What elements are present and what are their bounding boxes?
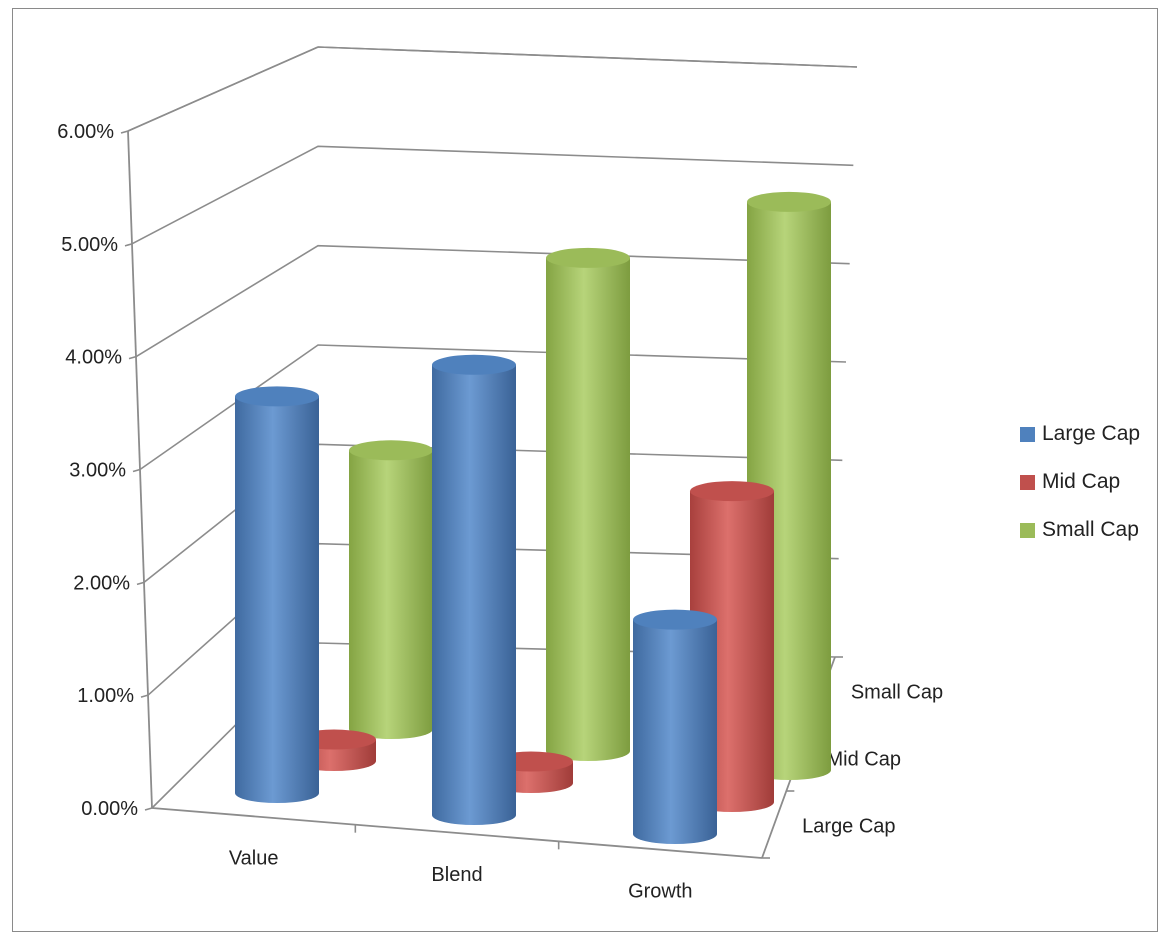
cylinder-body — [633, 619, 717, 844]
depth-axis-ticks: Large Cap Mid Cap Small Cap — [762, 656, 943, 859]
legend-label: Small Cap — [1042, 518, 1139, 541]
cylinder-top — [432, 354, 516, 375]
depth-tick-label: Mid Cap — [827, 749, 901, 771]
cylinder-top — [633, 609, 717, 630]
legend-swatch — [1020, 522, 1035, 538]
gridline — [131, 145, 854, 245]
cylinder-body — [235, 396, 319, 803]
y-tick-mark — [124, 243, 133, 247]
gridline — [135, 244, 850, 358]
depth-tick-label: Large Cap — [802, 816, 895, 838]
y-tick-label: 3.00% — [69, 460, 126, 482]
x-axis-line — [151, 807, 763, 859]
legend-label: Large Cap — [1042, 422, 1141, 445]
cylinder-top — [235, 386, 319, 407]
y-tick-label: 1.00% — [77, 685, 134, 707]
cylinder-large-cap-growth — [633, 609, 717, 844]
y-tick-label: 5.00% — [61, 234, 118, 256]
legend-swatch — [1020, 474, 1035, 490]
cylinder-top — [349, 440, 433, 461]
cylinder-body — [349, 450, 433, 739]
cylinder-top — [747, 191, 831, 212]
gridline — [139, 344, 847, 471]
x-tick-label: Value — [229, 847, 279, 869]
y-tick-mark — [144, 807, 153, 811]
legend-label: Mid Cap — [1042, 470, 1121, 493]
cylinder-small-cap-value — [349, 440, 433, 739]
y-tick-label: 4.00% — [65, 347, 122, 369]
y-tick-label: 6.00% — [57, 121, 114, 143]
cylinder-small-cap-blend — [546, 247, 630, 761]
cylinders — [235, 191, 831, 844]
x-tick-label: Growth — [628, 881, 692, 903]
x-tick-label: Blend — [431, 864, 482, 886]
y-tick-mark — [120, 130, 129, 134]
y-tick-label: 2.00% — [73, 572, 130, 594]
gridline — [317, 46, 858, 68]
legend-item-small-cap: Small Cap — [1020, 506, 1140, 554]
legend-item-large-cap: Large Cap — [1020, 410, 1140, 458]
y-tick-label: 0.00% — [81, 798, 138, 820]
y-tick-mark — [128, 355, 137, 360]
cylinder-top — [690, 481, 774, 502]
cylinder-large-cap-blend — [432, 354, 516, 825]
gridline — [127, 46, 319, 132]
legend-swatch — [1020, 426, 1035, 442]
cylinder-large-cap-value — [235, 386, 319, 803]
legend-item-mid-cap: Mid Cap — [1020, 458, 1140, 506]
x-axis-ticks: Value Blend Growth — [229, 824, 693, 903]
legend: Large Cap Mid Cap Small Cap — [1020, 410, 1140, 554]
y-tick-mark — [132, 468, 141, 473]
cylinder-body — [432, 364, 516, 825]
gridline — [127, 46, 858, 132]
y-tick-mark — [140, 694, 149, 698]
y-tick-mark — [136, 581, 145, 586]
cylinder-top — [546, 247, 630, 268]
depth-tick-label: Small Cap — [851, 682, 943, 704]
y-axis-ticks: 0.00% 1.00% 2.00% 3.00% 4.00% 5.00% 6.00% — [57, 121, 153, 820]
cylinder-body — [546, 257, 630, 761]
